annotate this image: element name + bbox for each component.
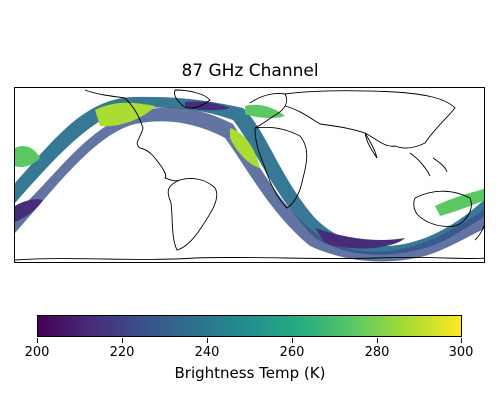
swath-data bbox=[15, 96, 484, 262]
colorbar-tick-label: 260 bbox=[279, 345, 305, 360]
coastline-antarctica bbox=[15, 256, 484, 261]
coastline-greenland bbox=[174, 89, 211, 109]
colorbar-tick-label: 200 bbox=[24, 345, 50, 360]
swath-warm-patch-2 bbox=[230, 128, 260, 168]
colorbar-tick-label: 280 bbox=[364, 345, 390, 360]
coastline-central-america bbox=[160, 165, 181, 182]
coastline-south-america bbox=[167, 177, 218, 251]
swath-warm-patch-1 bbox=[95, 102, 155, 127]
swath-warm-patch-4 bbox=[15, 146, 40, 168]
swath-cold-patch-3 bbox=[185, 101, 230, 111]
coastline-se-asia-islands bbox=[409, 152, 448, 177]
coastline-asia bbox=[284, 90, 456, 149]
coastline-africa bbox=[254, 126, 308, 209]
colorbar-label: Brightness Temp (K) bbox=[174, 364, 326, 382]
coastline-australia bbox=[413, 190, 472, 227]
swath-warm-patch-5 bbox=[435, 188, 484, 216]
chart-title: 87 GHz Channel bbox=[181, 61, 319, 81]
world-map bbox=[15, 89, 484, 262]
colorbar-tick bbox=[122, 338, 123, 343]
coastline-india bbox=[364, 132, 378, 159]
swath-cold-patch-1 bbox=[315, 228, 405, 249]
colorbar-tick bbox=[207, 338, 208, 343]
colorbar bbox=[37, 315, 462, 337]
colorbar-tick-label: 220 bbox=[109, 345, 135, 360]
colorbar-tick-label: 300 bbox=[448, 345, 474, 360]
colorbar-tick bbox=[461, 338, 462, 343]
swath-strand-east bbox=[15, 107, 484, 262]
swath-cold-patch-2 bbox=[15, 199, 43, 222]
map-frame bbox=[14, 87, 485, 263]
coastline-new-zealand bbox=[474, 224, 484, 241]
coastlines bbox=[15, 89, 484, 261]
colorbar-tick bbox=[37, 338, 38, 343]
swath-strand-west bbox=[15, 96, 484, 255]
swath-warm-patch-3 bbox=[245, 104, 285, 119]
coastline-north-america bbox=[84, 89, 162, 167]
colorbar-tick-label: 240 bbox=[194, 345, 220, 360]
colorbar-tick bbox=[292, 338, 293, 343]
colorbar-tick bbox=[377, 338, 378, 343]
